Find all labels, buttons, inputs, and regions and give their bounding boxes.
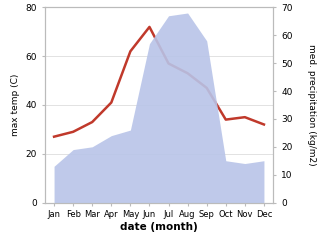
Y-axis label: max temp (C): max temp (C) — [11, 74, 20, 136]
X-axis label: date (month): date (month) — [120, 222, 198, 232]
Y-axis label: med. precipitation (kg/m2): med. precipitation (kg/m2) — [307, 44, 315, 166]
